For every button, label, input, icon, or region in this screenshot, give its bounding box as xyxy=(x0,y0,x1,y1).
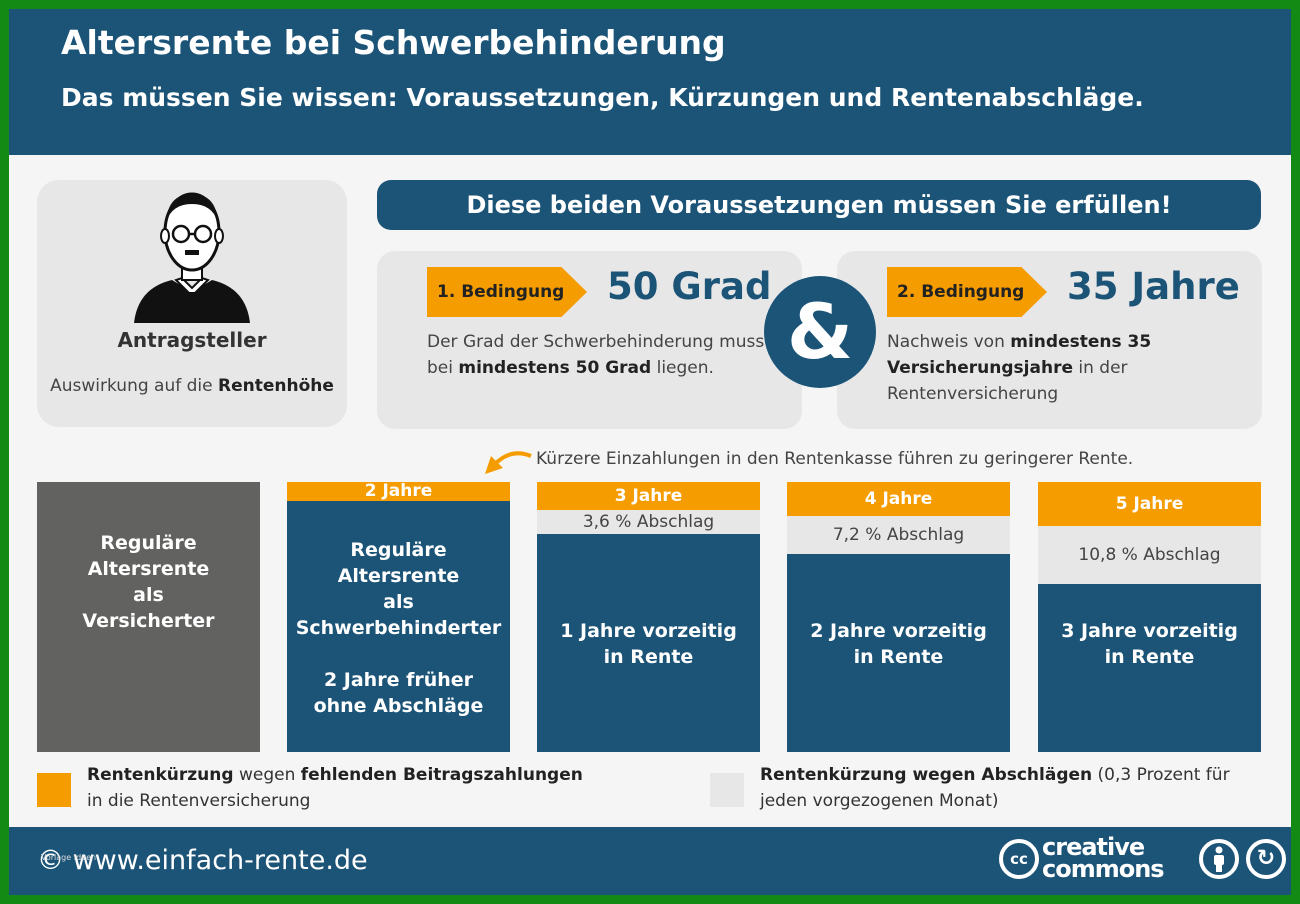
column-3-years-label: 3 Jahre xyxy=(537,482,760,510)
column-5-line-1: 3 Jahre vorzeitig xyxy=(1061,620,1238,642)
legend-2-text-1: (0,3 Prozent für xyxy=(1092,765,1230,785)
column-5-years: 5 Jahre 10,8 % Abschlag 3 Jahre vorzeiti… xyxy=(1038,482,1261,752)
column-4-body: 2 Jahre vorzeitig in Rente xyxy=(787,554,1010,752)
footer: © www.einfach-rente.de Vorlage Ideen cc … xyxy=(9,827,1291,895)
legend-swatch-orange xyxy=(37,773,71,807)
curved-arrow-icon xyxy=(485,451,532,474)
column-2-line-4: Schwerbehinderter xyxy=(295,617,502,639)
column-2-line-3: als xyxy=(383,591,414,613)
column-4-line-2: in Rente xyxy=(853,646,944,668)
condition-1-tag: 1. Bedingung xyxy=(427,267,587,317)
column-regular-line-3: als xyxy=(133,584,164,606)
column-regular-line-1: Reguläre xyxy=(100,532,197,554)
legend-1-bold-2: fehlenden Beitragszahlungen xyxy=(300,765,583,785)
condition-2-value: 35 Jahre xyxy=(1067,265,1240,308)
column-3-years: 3 Jahre 3,6 % Abschlag 1 Jahre vorzeitig… xyxy=(537,482,760,752)
page-title: Altersrente bei Schwerbehinderung xyxy=(61,23,726,62)
footer-watermark: Vorlage Ideen xyxy=(41,853,97,862)
column-3-line-2: in Rente xyxy=(603,646,694,668)
condition-2-tag: 2. Bedingung xyxy=(887,267,1047,317)
legend-1-text-2: in die Rentenversicherung xyxy=(87,791,311,811)
column-2-years: 2 Jahre Reguläre Altersrente als Schwerb… xyxy=(287,482,510,752)
column-regular-line-2: Altersrente xyxy=(87,558,210,580)
legend-2-text-2: jeden vorgezogenen Monat) xyxy=(760,791,999,811)
applicant-name: Antragsteller xyxy=(117,328,267,352)
column-2-line-2: Altersrente xyxy=(337,565,460,587)
column-2-line-5: 2 Jahre früher xyxy=(323,669,474,691)
column-2-years-label: 2 Jahre xyxy=(287,482,510,501)
applicant-card: Antragsteller Auswirkung auf die Rentenh… xyxy=(37,180,347,427)
column-5-line-2: in Rente xyxy=(1104,646,1195,668)
legend-swatch-gray xyxy=(710,773,744,807)
page-subtitle: Das müssen Sie wissen: Voraussetzungen, … xyxy=(61,83,1144,112)
condition-2-text-bold: mindestens 35 Versicherungsjahre xyxy=(887,332,1152,378)
column-3-deduction: 3,6 % Abschlag xyxy=(537,510,760,534)
applicant-desc: Auswirkung auf die Rentenhöhe xyxy=(37,376,347,396)
column-2-line-6: ohne Abschläge xyxy=(313,695,484,717)
column-5-years-label: 5 Jahre xyxy=(1038,482,1261,526)
condition-2-text-b: in der Rentenversicherung xyxy=(887,358,1128,404)
column-4-years-label: 4 Jahre xyxy=(787,482,1010,516)
person-icon xyxy=(134,192,250,323)
column-3-line-1: 1 Jahre vorzeitig xyxy=(560,620,737,642)
applicant-desc-text: Auswirkung auf die xyxy=(50,376,218,396)
cc-word-commons: commons xyxy=(1042,855,1165,883)
column-5-deduction: 10,8 % Abschlag xyxy=(1038,526,1261,584)
condition-1-card: 1. Bedingung 50 Grad Der Grad der Schwer… xyxy=(377,251,802,429)
header: Altersrente bei Schwerbehinderung Das mü… xyxy=(9,9,1291,155)
note-text: Kürzere Einzahlungen in den Rentenkasse … xyxy=(536,449,1134,469)
legend-item-2: Rentenkürzung wegen Abschlägen (0,3 Proz… xyxy=(760,762,1230,814)
infographic: Altersrente bei Schwerbehinderung Das mü… xyxy=(9,9,1291,895)
footer-url[interactable]: © www.einfach-rente.de xyxy=(37,845,368,876)
attribution-person-icon xyxy=(1214,846,1224,872)
condition-1-text-b: liegen. xyxy=(651,358,714,378)
column-5-body: 3 Jahre vorzeitig in Rente xyxy=(1038,584,1261,752)
condition-1-text: Der Grad der Schwerbehinderung muss bei … xyxy=(427,329,767,381)
condition-2-text: Nachweis von mindestens 35 Versicherungs… xyxy=(887,329,1227,407)
column-4-line-1: 2 Jahre vorzeitig xyxy=(810,620,987,642)
applicant-desc-bold: Rentenhöhe xyxy=(218,376,334,396)
legend-item-1: Rentenkürzung wegen fehlenden Beitragsza… xyxy=(87,762,583,814)
column-4-deduction: 7,2 % Abschlag xyxy=(787,516,1010,554)
cc-word-creative: creative xyxy=(1042,833,1145,861)
column-regular: Reguläre Altersrente als Versicherter xyxy=(37,482,260,752)
column-2-body: Reguläre Altersrente als Schwerbehindert… xyxy=(287,501,510,752)
cc-sa-icon: ↻ xyxy=(1246,839,1286,879)
condition-1-text-bold: mindestens 50 Grad xyxy=(458,358,652,378)
legend-1-bold-1: Rentenkürzung xyxy=(87,765,234,785)
legend-1-text-1: wegen xyxy=(233,765,301,785)
cc-logo-icon: cc xyxy=(999,839,1039,879)
condition-1-text-a: Der Grad der Schwerbehinderung muss bei xyxy=(427,332,765,378)
legend-2-bold-1: Rentenkürzung wegen Abschlägen xyxy=(760,765,1093,785)
cc-by-icon xyxy=(1199,839,1239,879)
requirements-banner: Diese beiden Voraussetzungen müssen Sie … xyxy=(377,180,1261,230)
column-2-line-1: Reguläre xyxy=(350,539,447,561)
column-4-years: 4 Jahre 7,2 % Abschlag 2 Jahre vorzeitig… xyxy=(787,482,1010,752)
ampersand-icon: & xyxy=(764,276,876,388)
condition-2-card: 2. Bedingung 35 Jahre Nachweis von minde… xyxy=(837,251,1262,429)
condition-1-value: 50 Grad xyxy=(607,265,772,308)
column-3-body: 1 Jahre vorzeitig in Rente xyxy=(537,534,760,752)
condition-2-text-a: Nachweis von xyxy=(887,332,1011,352)
column-regular-line-4: Versicherter xyxy=(82,610,215,632)
